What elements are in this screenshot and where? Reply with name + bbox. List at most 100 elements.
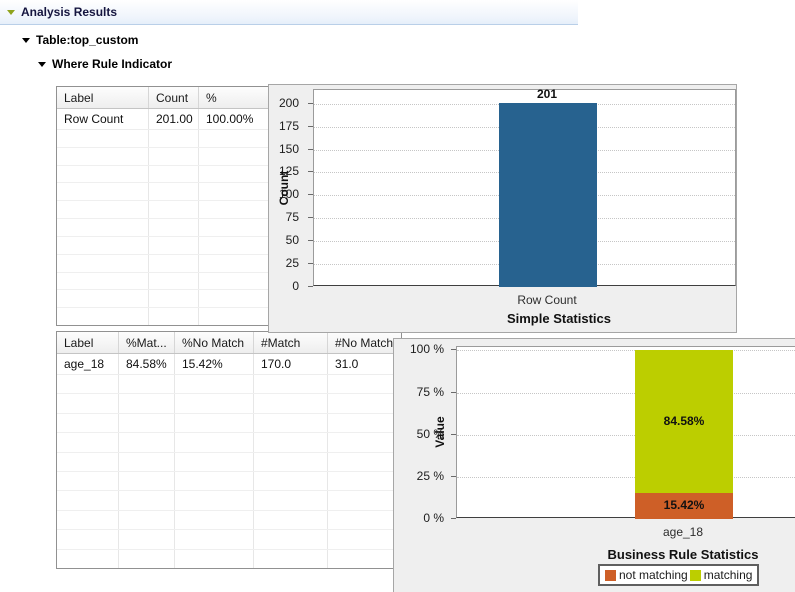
plot-area[interactable]: 15.42% 84.58%	[456, 346, 795, 519]
bar-row-count[interactable]	[499, 103, 597, 287]
empty-rows	[57, 375, 401, 569]
gridline-100	[457, 350, 795, 351]
empty-cell	[57, 165, 149, 183]
tree-item-table-top-custom[interactable]: Table:top_custom	[22, 32, 138, 48]
business-rule-statistics-chart[interactable]: 15.42% 84.58% 0 % 25 % 50 % 75 % 100 % age_18 Va…	[393, 338, 795, 592]
empty-row	[57, 219, 269, 237]
empty-cell	[57, 219, 149, 236]
y-tick-label: 50 %	[416, 427, 444, 441]
empty-row	[57, 394, 401, 414]
legend-swatch-not-matching	[605, 569, 616, 581]
empty-cell	[57, 183, 149, 201]
empty-cell	[57, 510, 119, 530]
empty-row	[57, 530, 401, 550]
empty-cell	[57, 308, 149, 325]
empty-cell	[119, 375, 175, 394]
empty-row	[57, 272, 269, 291]
y-tick-label: 125	[278, 164, 299, 178]
empty-cell	[57, 201, 149, 219]
empty-cell	[254, 472, 328, 491]
empty-cell	[175, 491, 254, 510]
column-header-col[interactable]: %	[206, 90, 217, 105]
bar-not-matching[interactable]	[635, 493, 733, 519]
table-header-row: Label Count%	[57, 87, 269, 109]
cell-no-match: 31.0	[335, 357, 359, 371]
y-tick-label: 100	[278, 187, 299, 201]
empty-cell	[149, 201, 199, 219]
column-header-match[interactable]: #Match	[254, 332, 328, 353]
table-row[interactable]: age_18 84.58% 15.42% 170.0 31.0	[57, 354, 401, 375]
empty-cell	[57, 413, 119, 433]
empty-cell	[149, 272, 199, 290]
collapse-triangle-icon[interactable]	[22, 37, 30, 43]
legend-swatch-matching	[689, 569, 701, 581]
y-tick-label: 50	[285, 233, 299, 247]
empty-cell	[57, 549, 119, 569]
empty-row	[57, 236, 269, 255]
column-header-no-match[interactable]: %No Match	[175, 332, 254, 353]
bar-matching[interactable]	[635, 350, 733, 493]
chart-title: Simple Statistics	[506, 311, 612, 326]
empty-cell	[57, 272, 149, 290]
y-tick-label: 25	[285, 256, 299, 270]
empty-row	[57, 472, 401, 492]
simple-statistics-chart[interactable]: 0 25 50 75 100 125 150 175 200 201 Row Count Count S…	[268, 84, 737, 333]
empty-cell	[175, 549, 254, 569]
gridline-25	[457, 477, 795, 478]
empty-cell	[175, 394, 254, 413]
empty-cell	[175, 452, 254, 472]
cell-mat: 84.58%	[119, 354, 175, 374]
empty-row	[57, 549, 401, 569]
cell-col: 100.00%	[206, 112, 254, 126]
y-tick-mark	[308, 217, 313, 218]
collapse-triangle-icon[interactable]	[38, 61, 46, 67]
empty-cell	[149, 254, 199, 272]
empty-cell	[254, 491, 328, 510]
y-axis-label: Value	[433, 416, 447, 448]
empty-cell	[175, 530, 254, 549]
table-header-row: Label %Mat... %No Match #Match #No Match	[57, 332, 401, 354]
empty-cell	[328, 511, 401, 529]
y-tick-label: 0	[292, 279, 299, 293]
column-header-mat[interactable]: %Mat...	[119, 332, 175, 353]
empty-cell	[199, 308, 269, 325]
y-tick-mark	[308, 149, 313, 150]
y-tick-mark	[308, 126, 313, 127]
empty-row	[57, 308, 269, 325]
empty-rows	[57, 130, 269, 325]
gridline-50	[457, 435, 795, 436]
empty-cell	[57, 530, 119, 549]
empty-cell	[57, 394, 119, 413]
column-header-label[interactable]: Label	[57, 332, 119, 353]
empty-cell	[149, 308, 199, 325]
y-tick-mark	[308, 286, 313, 287]
column-header-count[interactable]: Count	[149, 87, 199, 108]
y-axis-label: Count	[277, 170, 291, 206]
column-header-label[interactable]: Label	[57, 87, 149, 108]
empty-row	[57, 147, 269, 166]
section-header-analysis-results[interactable]: Analysis Results	[0, 0, 578, 25]
y-tick-label: 175	[278, 119, 299, 133]
y-tick-mark	[451, 392, 456, 393]
y-tick-mark	[308, 263, 313, 264]
business-rule-statistics-table: Label %Mat... %No Match #Match #No Match age_…	[56, 331, 402, 569]
column-header-no-match[interactable]: #No Match	[335, 335, 394, 350]
empty-cell	[175, 433, 254, 452]
simple-statistics-table: Label Count% Row Count 201.00 100.00%	[56, 86, 270, 326]
legend-entry-not-matching: not matching	[605, 568, 688, 582]
empty-cell	[254, 452, 328, 472]
collapse-triangle-icon[interactable]	[7, 9, 15, 15]
empty-cell	[149, 290, 199, 308]
empty-cell	[57, 290, 149, 308]
y-tick-label: 75 %	[416, 385, 444, 399]
empty-row	[57, 165, 269, 184]
empty-row	[57, 201, 269, 220]
tree-item-where-rule-indicator[interactable]: Where Rule Indicator	[38, 56, 172, 72]
empty-cell	[149, 147, 199, 165]
table-row[interactable]: Row Count 201.00 100.00%	[57, 109, 269, 130]
plot-area[interactable]	[313, 89, 736, 287]
x-category-label: age_18	[662, 525, 704, 539]
empty-cell	[254, 510, 328, 530]
empty-cell	[328, 491, 401, 509]
